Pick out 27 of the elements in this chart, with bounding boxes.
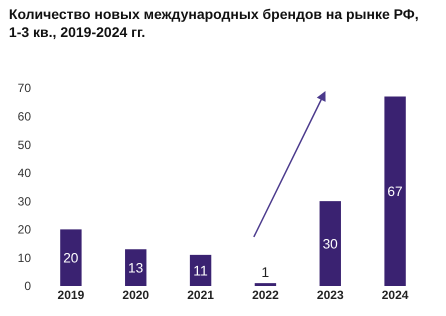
bar: [384, 96, 406, 286]
x-tick-label: 2022: [252, 288, 280, 302]
data-label: 30: [322, 236, 338, 252]
bar: [125, 249, 146, 286]
data-label: 67: [387, 184, 403, 200]
y-tick-label: 20: [18, 222, 32, 237]
bar: [190, 254, 212, 286]
y-tick-label: 70: [18, 81, 32, 96]
y-tick-label: 60: [18, 109, 32, 124]
y-tick-label: 0: [24, 279, 32, 294]
x-tick-label: 2024: [382, 288, 409, 302]
x-tick-label: 2019: [58, 288, 85, 302]
chart-title: Количество новых международных брендов на рынке РФ, 1-3 кв., 2019-2024 гг.: [8, 6, 419, 40]
bar: [320, 201, 341, 286]
x-tick-label: 2023: [316, 288, 344, 302]
data-label: 11: [193, 262, 208, 278]
y-tick-label: 30: [18, 194, 32, 208]
x-tick-label: 2021: [187, 288, 214, 302]
y-tick-label: 40: [18, 166, 32, 180]
data-label: 13: [128, 260, 144, 276]
bar: [60, 229, 82, 286]
y-tick-label: 50: [18, 138, 32, 152]
data-label: 20: [63, 250, 79, 266]
bar: [254, 283, 276, 286]
x-tick-label: 2020: [122, 288, 150, 302]
y-tick-label: 10: [18, 250, 32, 265]
data-label: 1: [261, 264, 270, 280]
